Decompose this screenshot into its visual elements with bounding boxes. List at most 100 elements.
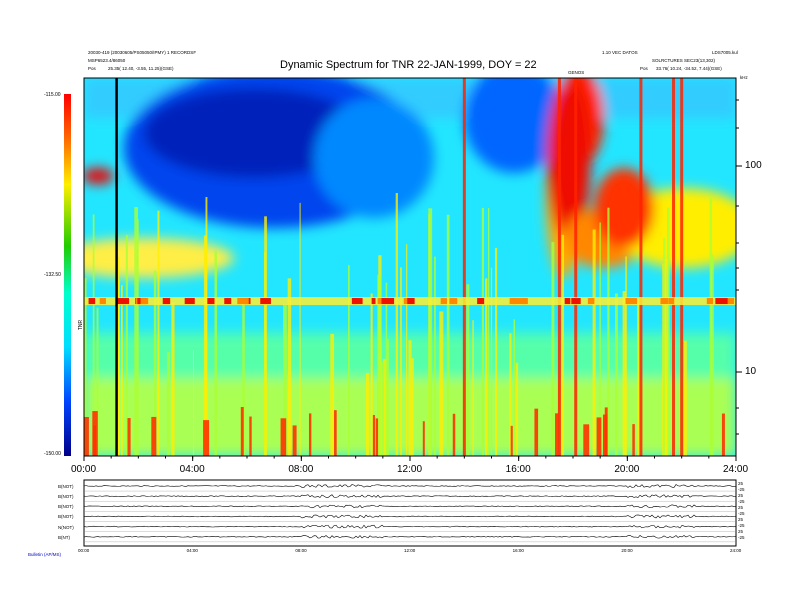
burst-streak bbox=[203, 235, 207, 456]
bottom-right-label: 25 bbox=[738, 505, 744, 510]
burst-streak bbox=[487, 208, 490, 456]
burst-streak bbox=[84, 278, 87, 456]
strong-burst bbox=[574, 78, 578, 456]
burst-streak bbox=[551, 242, 555, 456]
x-tick-label: 16:00 bbox=[505, 464, 531, 475]
burst-streak bbox=[171, 302, 175, 456]
burst-streak bbox=[411, 358, 414, 456]
bottom-right-label: -25 bbox=[738, 487, 745, 492]
header-right-line2: SOLRCTURES SEC23(13,302) bbox=[652, 58, 716, 63]
burst-streak bbox=[666, 207, 670, 456]
burst-streak bbox=[495, 247, 498, 456]
chart-title: Dynamic Spectrum for TNR 22-JAN-1999, DO… bbox=[280, 59, 537, 71]
low-freq-burst bbox=[151, 416, 157, 456]
bottom-row-label: B(NOT) bbox=[58, 494, 74, 500]
plasma-line-blob bbox=[407, 298, 415, 305]
colorbar-gradient bbox=[64, 94, 71, 456]
plasma-line-blob bbox=[514, 298, 527, 305]
bottom-row-label: B(NOT) bbox=[58, 504, 74, 510]
burst-streak bbox=[125, 234, 128, 456]
burst-streak bbox=[490, 267, 493, 456]
plasma-line-blob bbox=[706, 298, 714, 305]
burst-streak bbox=[134, 207, 138, 456]
bottom-right-label: -25 bbox=[738, 523, 745, 528]
burst-streak bbox=[599, 222, 601, 456]
burst-streak bbox=[153, 270, 157, 456]
plasma-line-blob bbox=[238, 298, 249, 305]
bottom-right-label: 25 bbox=[738, 481, 744, 486]
plasma-line-blob bbox=[715, 298, 728, 305]
low-freq-burst bbox=[555, 413, 559, 456]
plasma-line-blob bbox=[137, 298, 141, 305]
header-left-line1: 20030-419 (20030605/PS05050/IPMY) 1 RECO… bbox=[88, 50, 197, 55]
burst-streak bbox=[625, 256, 627, 456]
bottom-footer: Bulletin (AP/MS) bbox=[28, 552, 62, 557]
burst-streak bbox=[157, 210, 160, 456]
bottom-trace bbox=[83, 494, 737, 498]
plasma-line-blob bbox=[260, 298, 271, 305]
plasma-line-blob bbox=[135, 298, 149, 305]
bottom-time-label: 00:00 bbox=[78, 548, 90, 553]
colorbar-tick-top: -115.00 bbox=[44, 92, 61, 98]
burst-streak bbox=[166, 352, 171, 456]
burst-streak bbox=[381, 361, 385, 456]
y-tick-label-100: 100 bbox=[745, 160, 762, 171]
burst-streak bbox=[408, 340, 412, 456]
bottom-right-label: 25 bbox=[738, 493, 744, 498]
burst-streak bbox=[592, 229, 596, 456]
burst-streak bbox=[637, 299, 641, 456]
plasma-line-blob bbox=[477, 298, 485, 305]
plasma-line-blob bbox=[116, 298, 130, 305]
burst-streak bbox=[299, 202, 301, 456]
strong-burst bbox=[639, 78, 643, 456]
quiet-region-upper-right bbox=[464, 78, 564, 173]
burst-streak bbox=[400, 267, 402, 456]
bottom-trace bbox=[83, 524, 737, 529]
burst-streak bbox=[264, 216, 267, 456]
bottom-right-label: -25 bbox=[738, 535, 745, 540]
x-tick-label: 00:00 bbox=[71, 464, 97, 475]
bottom-time-label: 04:00 bbox=[186, 548, 198, 553]
burst-streak bbox=[615, 293, 618, 456]
bottom-right-label: -25 bbox=[738, 499, 745, 504]
header-center-mark: GENOS bbox=[568, 70, 585, 75]
plasma-line-blob bbox=[99, 298, 106, 305]
burst-streak bbox=[192, 350, 194, 456]
burst-streak bbox=[287, 278, 292, 456]
spectrogram bbox=[83, 77, 737, 457]
plasma-line-blob bbox=[571, 298, 581, 305]
bottom-row-label: B(NOT) bbox=[58, 484, 74, 489]
low-freq-burst bbox=[721, 413, 725, 456]
burst-streak bbox=[214, 250, 218, 456]
burst-streak bbox=[434, 256, 436, 456]
burst-streak bbox=[347, 265, 350, 456]
burst-streak bbox=[622, 291, 626, 456]
burst-streak bbox=[607, 207, 610, 456]
bottom-trace bbox=[83, 514, 737, 519]
strong-burst bbox=[680, 78, 684, 456]
plasma-line-blob bbox=[509, 298, 515, 305]
plasma-line-blob bbox=[381, 298, 394, 305]
plasma-line-blob bbox=[352, 298, 363, 305]
quiet-region-ext bbox=[314, 98, 434, 218]
bottom-right-label: -25 bbox=[738, 511, 745, 516]
low-freq-burst bbox=[240, 407, 244, 456]
plasma-line-blob bbox=[224, 298, 232, 305]
bottom-right-label: 25 bbox=[738, 517, 744, 522]
colorbar-tick-bottom: -150.00 bbox=[44, 451, 61, 457]
burst-streak bbox=[406, 244, 408, 456]
burst-streak bbox=[485, 278, 488, 456]
burst-streak bbox=[561, 234, 565, 456]
x-tick-label: 12:00 bbox=[397, 464, 423, 475]
burst-streak bbox=[515, 362, 519, 456]
burst-streak bbox=[283, 304, 287, 456]
low-freq-burst bbox=[602, 414, 608, 456]
low-freq-burst bbox=[422, 421, 425, 456]
plasma-line-blob bbox=[184, 298, 195, 305]
header-right-pos-label: Pos bbox=[640, 66, 648, 71]
strong-burst bbox=[462, 78, 466, 456]
bottom-panel-frame bbox=[83, 479, 737, 547]
burst-streak bbox=[371, 375, 373, 456]
burst-streak bbox=[117, 256, 120, 456]
burst-streak bbox=[709, 198, 713, 456]
